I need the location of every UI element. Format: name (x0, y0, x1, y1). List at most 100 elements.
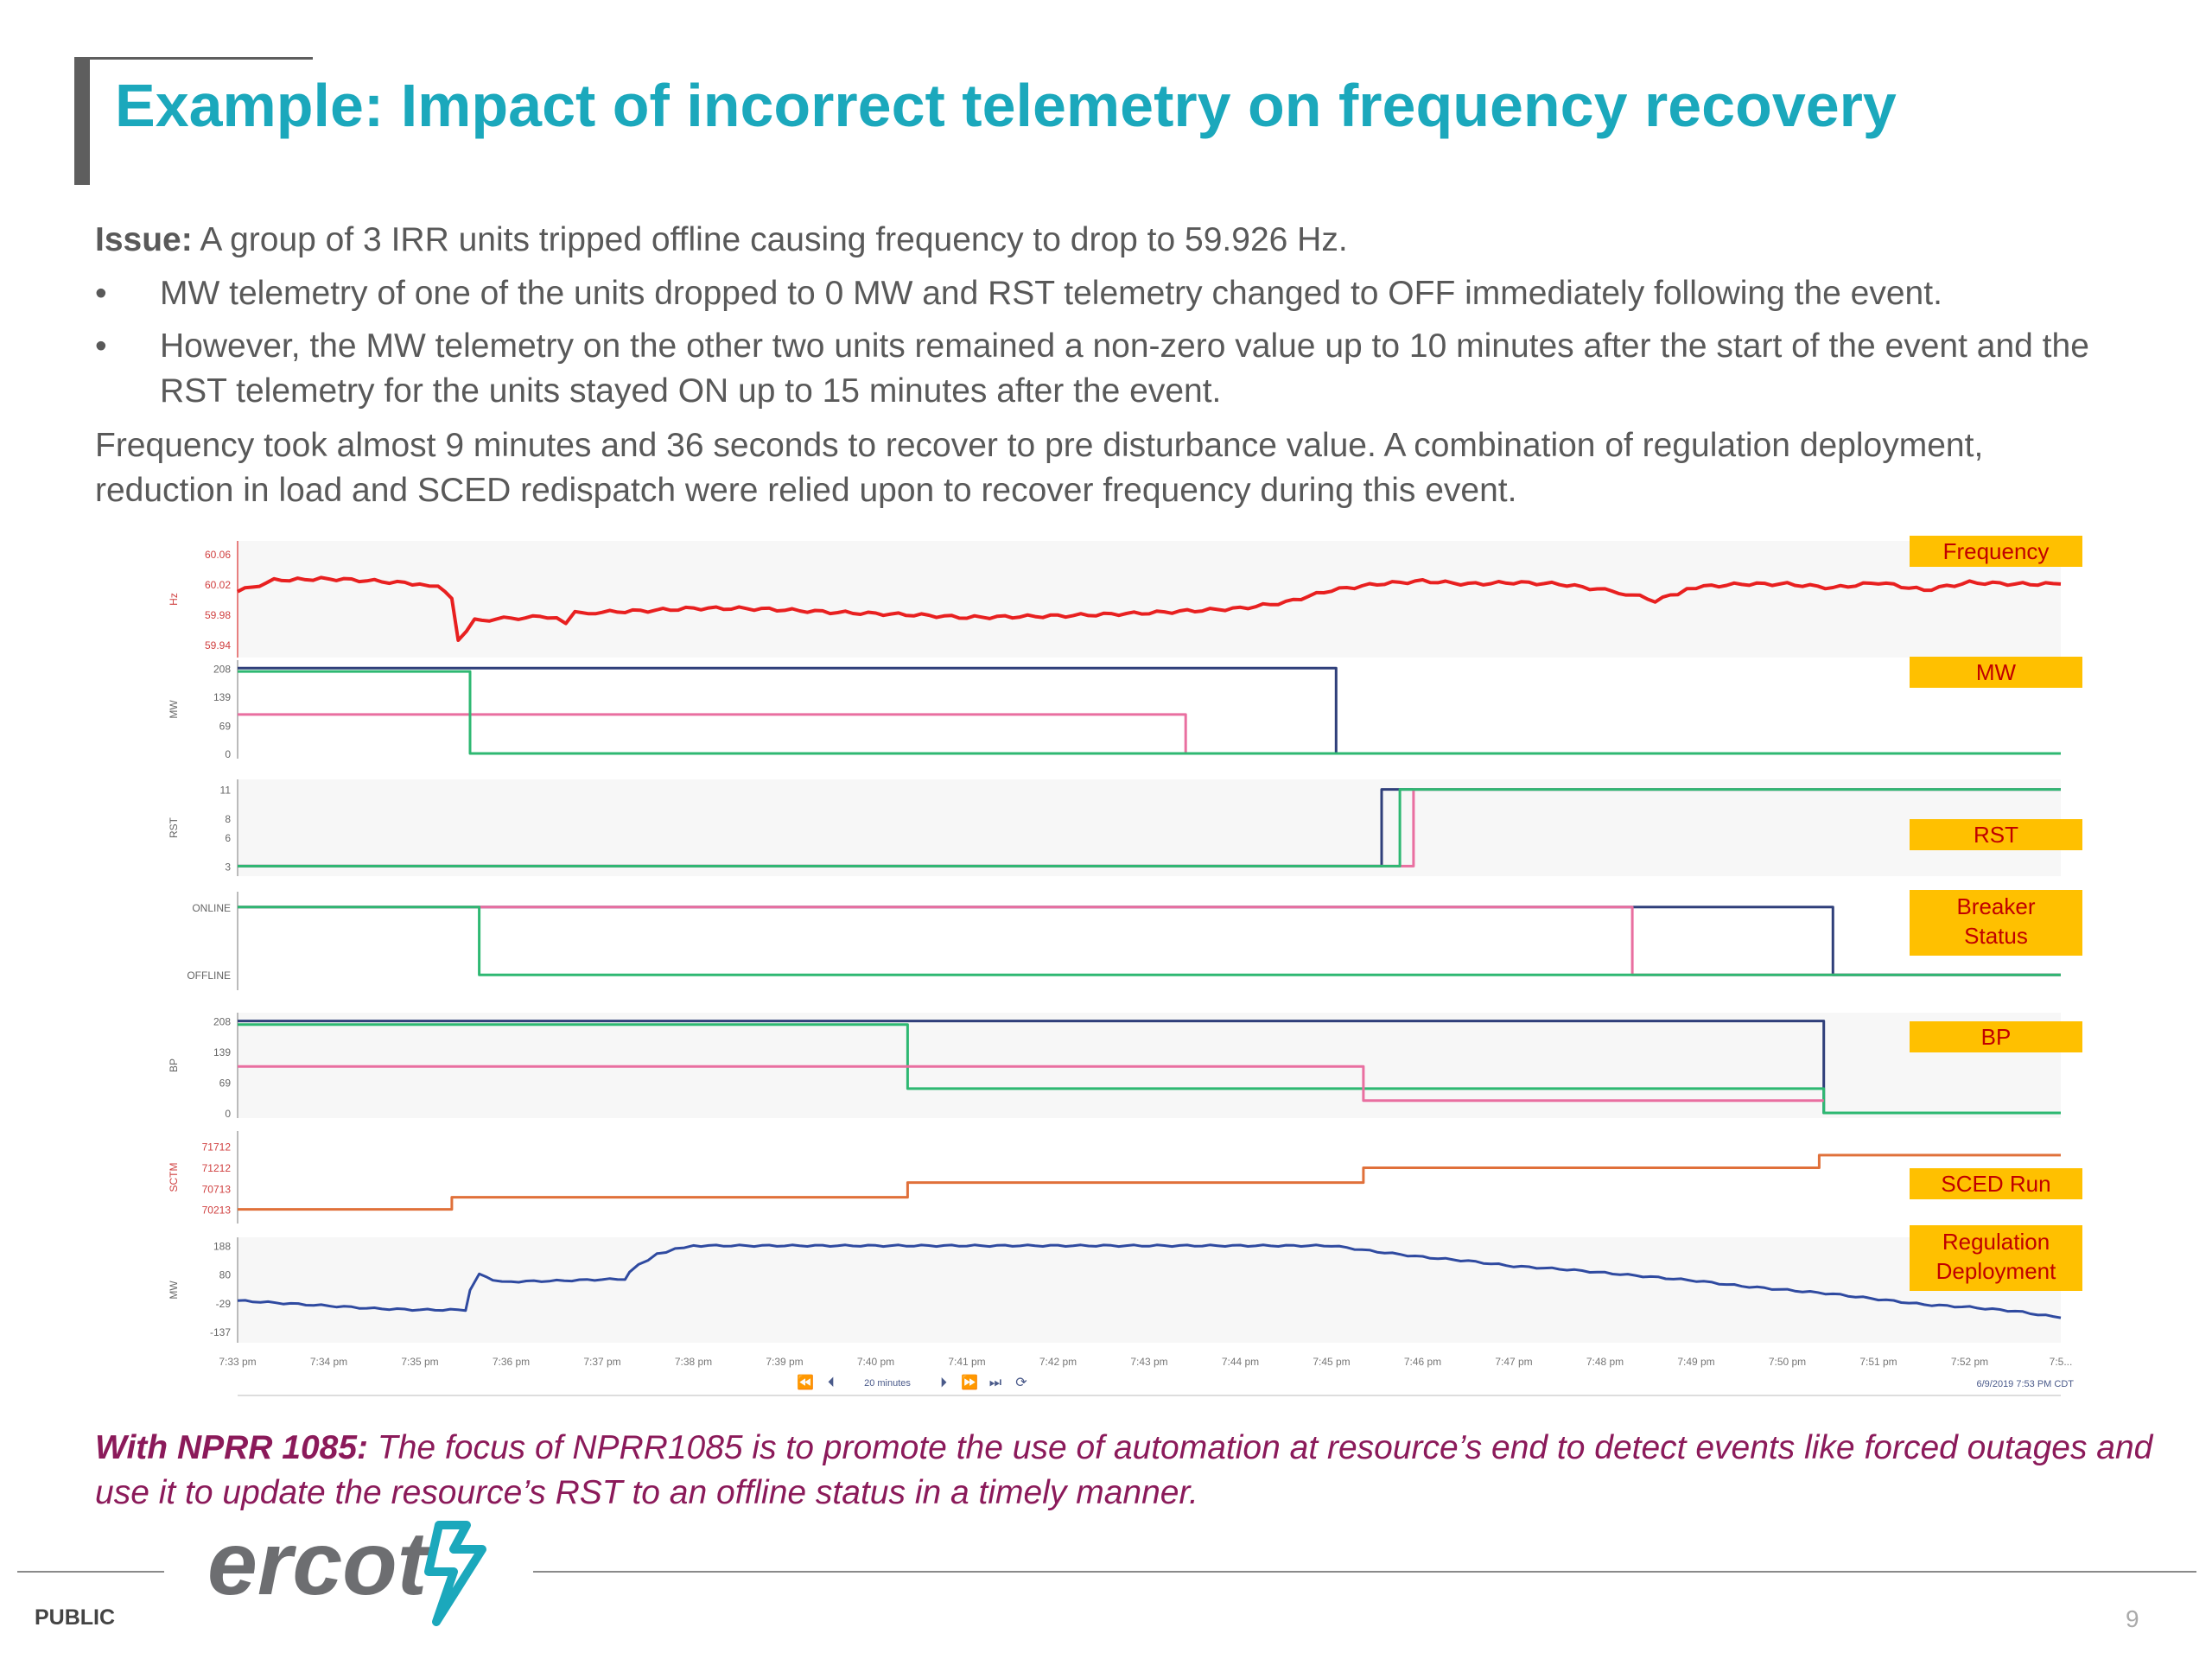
panel-label-box (1910, 819, 2082, 850)
panel-label-text: BP (1981, 1024, 2012, 1050)
x-tick-label: 7:42 pm (1039, 1356, 1077, 1368)
issue-paragraph: Issue: A group of 3 IRR units tripped of… (95, 218, 1348, 263)
title-accent-bar (74, 57, 90, 185)
x-tick-label: 7:37 pm (583, 1356, 620, 1368)
panel-label-text: Status (1964, 923, 2028, 949)
x-tick-label: 7:36 pm (493, 1356, 530, 1368)
panel-label-text: SCED Run (1941, 1171, 2050, 1197)
nprr-paragraph: With NPRR 1085: The focus of NPRR1085 is… (95, 1426, 2169, 1516)
y-tick-label: 0 (225, 1108, 231, 1120)
step-back-icon[interactable]: ⏴ (828, 1374, 835, 1390)
x-tick-label: 7:49 pm (1677, 1356, 1714, 1368)
footer-divider-left (17, 1571, 164, 1573)
footer-divider-right (533, 1571, 2196, 1573)
y-tick-label: 0 (225, 748, 231, 760)
panel-label-text: Breaker (1956, 893, 2035, 919)
x-tick-label: 7:41 pm (948, 1356, 985, 1368)
panel-background (238, 660, 2061, 759)
y-tick-label: ONLINE (192, 902, 231, 914)
series-line-unit_b (238, 1065, 1824, 1103)
panel-label-text: RST (1974, 822, 2018, 848)
y-tick-label: 3 (225, 861, 231, 873)
x-tick-label: 7:5... (2050, 1356, 2073, 1368)
logo-bolt-icon (424, 1521, 486, 1626)
panel-label-box (1910, 890, 2082, 956)
y-tick-label: 6 (225, 832, 231, 844)
panel-label-box (1910, 1021, 2082, 1052)
y-tick-label: 71212 (202, 1162, 232, 1174)
y-axis-label: MW (168, 1281, 180, 1300)
telemetry-chart: 60.06 60.02 59.98 59.94 Hz Frequency 208 139 69 0… (138, 536, 2091, 1408)
ercot-logo: ercot (207, 1514, 501, 1633)
frequency-paragraph: Frequency took almost 9 minutes and 36 s… (95, 427, 1984, 509)
x-tick-label: 7:38 pm (675, 1356, 712, 1368)
x-tick-label: 7:40 pm (857, 1356, 894, 1368)
y-tick-label: 71712 (202, 1141, 232, 1154)
refresh-icon[interactable]: ⟳ (1015, 1374, 1027, 1390)
panel-label-text: Deployment (1936, 1258, 2057, 1284)
panel-label-text: Frequency (1943, 538, 2050, 564)
telemetry-chart-svg: 60.06 60.02 59.98 59.94 Hz Frequency 208 139 69 0… (168, 536, 2082, 1396)
panel-label-text: Regulation (1942, 1229, 2050, 1255)
x-tick-label: 7:34 pm (310, 1356, 347, 1368)
panel-background (238, 541, 2061, 658)
y-tick-label: 59.98 (205, 609, 231, 621)
panel-label-box (1910, 536, 2082, 567)
panel-background (238, 1237, 2061, 1343)
series-line-unit_c (238, 1023, 2061, 1115)
series-line-frequency_line (237, 575, 2062, 642)
rewind-icon[interactable]: ⏪ (797, 1374, 814, 1390)
y-axis-label: Hz (168, 593, 180, 606)
y-tick-label: 11 (220, 785, 232, 797)
series-line-unit_c (238, 670, 2061, 755)
x-tick-label: 7:50 pm (1769, 1356, 1806, 1368)
series-line-unit_c (238, 788, 2061, 868)
logo-text: ercot (207, 1516, 431, 1614)
x-tick-label: 7:33 pm (219, 1356, 256, 1368)
nprr-label: With NPRR 1085: (95, 1429, 369, 1466)
y-tick-label: 208 (213, 663, 231, 675)
y-tick-label: 188 (213, 1241, 231, 1253)
y-tick-label: 69 (219, 720, 232, 732)
y-tick-label: 139 (213, 1046, 231, 1058)
y-tick-label: 70713 (202, 1183, 232, 1195)
x-tick-label: 7:39 pm (766, 1356, 803, 1368)
bullet-text: MW telemetry of one of the units dropped… (160, 275, 1942, 312)
fast-forward-icon[interactable]: ⏩ (961, 1374, 978, 1390)
y-tick-label: 80 (219, 1269, 232, 1281)
y-tick-label: 69 (219, 1077, 232, 1090)
issue-label: Issue: (95, 221, 193, 258)
y-tick-label: OFFLINE (187, 969, 231, 982)
panel-label-text: MW (1976, 659, 2017, 685)
x-tick-label: 7:52 pm (1951, 1356, 1988, 1368)
x-tick-label: 7:43 pm (1130, 1356, 1167, 1368)
x-tick-label: 7:51 pm (1859, 1356, 1897, 1368)
skip-end-icon[interactable]: ⏭ (989, 1374, 1001, 1390)
series-line-sced (238, 1154, 2061, 1211)
x-tick-label: 7:44 pm (1222, 1356, 1259, 1368)
y-axis-label: BP (168, 1058, 180, 1072)
x-tick-label: 7:46 pm (1404, 1356, 1441, 1368)
x-tick-label: 7:45 pm (1313, 1356, 1350, 1368)
title-accent-line (90, 57, 313, 60)
page-number: 9 (2126, 1605, 2139, 1632)
y-tick-label: 60.06 (205, 549, 231, 561)
step-forward-icon[interactable]: ⏵ (940, 1374, 947, 1390)
panel-background (238, 1131, 2061, 1224)
y-tick-label: 208 (213, 1016, 231, 1028)
nprr-text: The focus of NPRR1085 is to promote the … (95, 1429, 2153, 1511)
y-tick-label: -137 (210, 1326, 231, 1338)
y-axis-label: SCTM (168, 1163, 180, 1192)
chart-timestamp: 6/9/2019 7:53 PM CDT (1976, 1379, 2074, 1389)
bullet-text: However, the MW telemetry on the other t… (160, 327, 2089, 410)
x-tick-label: 7:47 pm (1495, 1356, 1532, 1368)
slide-title: Example: Impact of incorrect telemetry o… (115, 72, 1897, 139)
y-axis-label: MW (168, 700, 180, 719)
series-line-unit_c (238, 906, 2061, 976)
y-tick-label: 59.94 (205, 639, 231, 652)
x-tick-label: 7:48 pm (1586, 1356, 1624, 1368)
y-axis-label: RST (168, 817, 180, 838)
panel-background (238, 779, 2061, 876)
y-tick-label: 60.02 (205, 579, 231, 591)
issue-text: A group of 3 IRR units tripped offline c… (192, 221, 1348, 258)
